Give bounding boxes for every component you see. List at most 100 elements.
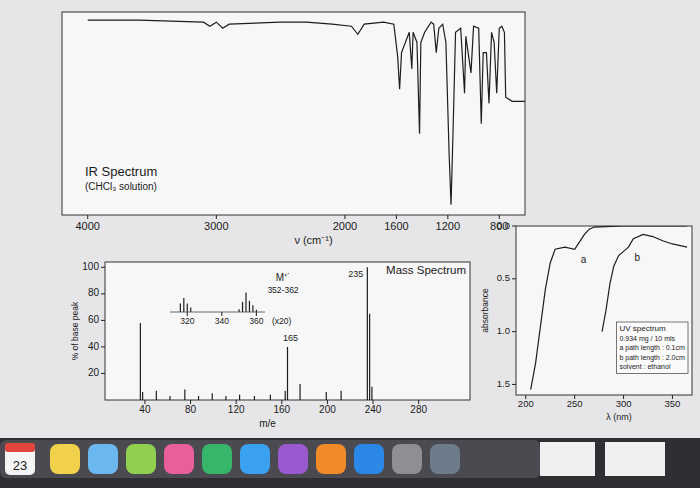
x-tick xyxy=(87,215,88,219)
y-tick xyxy=(101,320,105,321)
dock-icon xyxy=(202,444,232,474)
dock-icon xyxy=(88,444,118,474)
peak xyxy=(371,387,372,400)
y-tick xyxy=(512,226,516,227)
annotation: 352-362 xyxy=(267,285,298,295)
peak xyxy=(169,396,170,400)
x-tick xyxy=(216,215,217,219)
x-tick-label: 340 xyxy=(215,316,229,326)
y-tick-label: 20 xyxy=(88,367,100,378)
y-tick xyxy=(512,331,516,332)
annotation: 0.934 mg / 10 mls xyxy=(619,335,675,343)
x-tick-label: 350 xyxy=(665,398,681,409)
x-tick-label: 1200 xyxy=(436,220,460,232)
x-tick-label: 160 xyxy=(273,404,290,415)
x-tick-label: 3000 xyxy=(204,220,228,232)
spectrum-line xyxy=(602,234,687,331)
y-tick xyxy=(101,373,105,374)
chart-title: UV spectrum xyxy=(619,324,666,333)
peak xyxy=(270,395,271,400)
y-tick-label: 1.5 xyxy=(497,378,510,389)
x-tick-label: 250 xyxy=(567,398,583,409)
annotation: a path length : 0.1cm xyxy=(619,344,685,352)
x-axis-title: λ (nm) xyxy=(606,412,632,422)
plot-frame xyxy=(62,12,525,215)
peak xyxy=(239,395,240,400)
peak xyxy=(367,267,368,400)
dock xyxy=(0,440,540,478)
x-tick-label: 200 xyxy=(319,404,336,415)
peak xyxy=(299,384,300,400)
annotation: solvent : ethanol xyxy=(619,363,670,370)
y-tick xyxy=(101,293,105,294)
calendar-top xyxy=(5,443,35,452)
peak xyxy=(198,396,199,400)
x-axis-title: m/e xyxy=(259,418,276,429)
inset-axis xyxy=(170,312,265,313)
peak xyxy=(287,347,288,400)
peak xyxy=(249,301,250,312)
x-tick-label: 200 xyxy=(518,398,534,409)
peak xyxy=(190,308,191,312)
peak xyxy=(225,396,226,400)
peak xyxy=(252,305,253,312)
peak xyxy=(245,292,246,312)
dock-icon xyxy=(316,444,346,474)
dock-icon xyxy=(392,444,422,474)
dock-icon xyxy=(164,444,194,474)
dock-icon xyxy=(240,444,270,474)
x-tick-label: 240 xyxy=(365,404,382,415)
y-axis-title: absorbance xyxy=(480,288,490,333)
peak xyxy=(238,309,239,312)
y-tick xyxy=(512,384,516,385)
x-tick xyxy=(344,215,345,219)
x-tick xyxy=(396,215,397,219)
x-tick-label: 40 xyxy=(139,404,151,415)
dock-background xyxy=(0,438,700,488)
peak-label: 165 xyxy=(283,333,298,343)
peak xyxy=(184,389,185,400)
y-tick-label: 60 xyxy=(88,314,100,325)
peak xyxy=(341,391,342,400)
screen: 40003000200016001200800IR Spectrum(CHCl₃… xyxy=(0,0,700,488)
peak xyxy=(369,314,370,400)
y-tick xyxy=(101,267,105,268)
chart-subtitle: (CHCl₃ solution) xyxy=(85,181,157,192)
x-tick-label: 360 xyxy=(249,316,263,326)
spectrum-line xyxy=(531,226,687,390)
dock-icon xyxy=(278,444,308,474)
annotation: M⁺˙ xyxy=(276,272,291,283)
calendar-icon xyxy=(5,443,35,475)
peak xyxy=(254,396,255,400)
x-tick-label: 4000 xyxy=(75,220,99,232)
peak xyxy=(285,391,286,400)
x-tick-label: 1600 xyxy=(384,220,408,232)
plot-area xyxy=(140,267,372,400)
x-tick-label: 80 xyxy=(185,404,197,415)
peak xyxy=(156,391,157,400)
y-tick-label: 80 xyxy=(88,287,100,298)
chart-title: Mass Spectrum xyxy=(386,264,466,276)
y-tick-label: 0.0 xyxy=(497,220,510,231)
peak xyxy=(212,393,213,400)
x-tick-label: 320 xyxy=(180,316,194,326)
y-axis-title: % of base peak xyxy=(70,301,80,360)
y-tick xyxy=(512,278,516,279)
dock-icon xyxy=(50,444,80,474)
x-tick xyxy=(499,215,500,219)
plot-frame xyxy=(516,226,692,395)
annotation: (x20) xyxy=(272,316,292,326)
y-tick-label: 40 xyxy=(88,341,100,352)
x-tick-label: 300 xyxy=(616,398,632,409)
info-box xyxy=(616,322,688,374)
chart-title: IR Spectrum xyxy=(85,164,157,179)
peak xyxy=(187,304,188,312)
thumbnail xyxy=(540,442,595,476)
thumbnail xyxy=(605,442,665,476)
x-tick-label: 280 xyxy=(410,404,427,415)
dock-icon xyxy=(354,444,384,474)
peak-label: 235 xyxy=(348,269,363,279)
x-axis-title: ν (cm⁻¹) xyxy=(294,234,332,246)
plot-frame xyxy=(105,262,470,400)
x-tick-label: 2000 xyxy=(333,220,357,232)
